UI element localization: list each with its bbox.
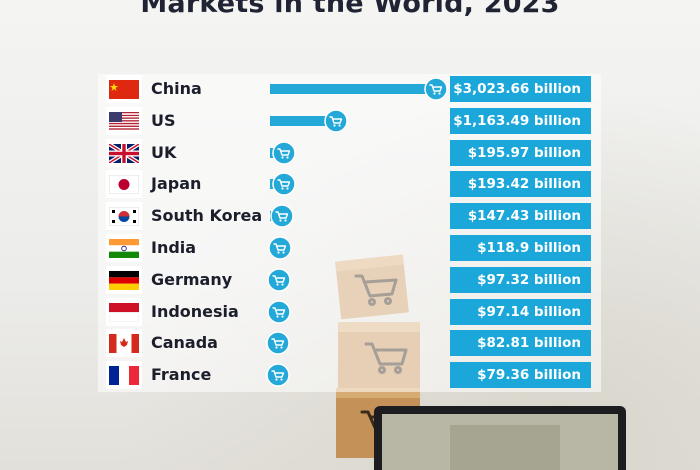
shopping-cart-icon [324,109,349,133]
bar [270,84,432,94]
value-label: $79.36 billion [450,362,591,389]
category-label: India [151,238,197,257]
shopping-cart-icon [268,236,293,260]
bar-track [266,361,432,389]
shopping-cart-icon [266,331,291,356]
shopping-cart-icon [424,77,448,101]
value-label: $193.42 billion [450,171,591,198]
bar-track [266,329,432,357]
category-label: Japan [151,174,202,194]
chart-row: Japan $193.42 billion [98,170,601,199]
indonesia-flag-icon [106,297,142,326]
value-label: $97.32 billion [450,266,591,293]
category-label: Indonesia [151,301,239,321]
bar [270,115,333,126]
uk-flag-icon [106,138,142,167]
value-label: $3,023.66 billion [450,76,591,102]
chart-row: Germany $97.32 billion [98,265,601,294]
france-flag-icon [106,361,142,390]
bar-track [270,139,432,167]
shopping-cart-icon [272,140,297,165]
shopping-cart-icon [266,363,291,387]
shopping-cart-icon [267,299,291,324]
germany-flag-icon [106,265,142,294]
shopping-cart-icon [270,204,294,228]
chart-row: South Korea $147.43 billion [98,202,601,231]
bar-track [268,234,432,262]
category-label: US [151,110,176,130]
chart-panel: China $3,023.66 billion US $1,163.49 billio… [98,74,601,392]
value-label: $118.9 billion [450,235,591,261]
value-label: $97.14 billion [450,298,591,325]
value-label: $195.97 billion [450,139,591,166]
chart-row: France $79.36 billion [98,361,601,390]
chart-title: Markets in the World, 2023 [140,0,560,19]
category-label: South Korea [151,206,263,226]
us-flag-icon [106,106,142,135]
chart-row: China $3,023.66 billion [98,75,601,103]
category-label: China [151,79,202,98]
bar-track [267,266,432,294]
value-label: $147.43 billion [450,203,591,230]
chart-row: US $1,163.49 billion [98,106,601,135]
category-label: Canada [151,333,218,353]
category-label: Germany [151,269,233,289]
china-flag-icon [106,75,142,103]
bar-track [270,75,448,103]
canada-flag-icon [106,329,142,358]
chart-row: India $118.9 billion [98,234,601,262]
bar-track [270,170,432,198]
value-label: $1,163.49 billion [450,107,591,134]
south-korea-flag-icon [106,202,142,231]
japan-flag-icon [106,170,142,199]
chart-row: Canada $82.81 billion [98,329,601,358]
bar-track [270,107,432,135]
bar-track [270,202,432,230]
category-label: UK [151,142,177,162]
chart-row: UK $195.97 billion [98,138,601,167]
chart-row: Indonesia $97.14 billion [98,297,601,326]
shopping-cart-icon [272,172,297,197]
bar-track [267,298,432,326]
india-flag-icon [106,234,142,262]
category-label: France [151,365,212,385]
shopping-cart-icon [267,268,291,292]
value-label: $82.81 billion [450,330,591,357]
